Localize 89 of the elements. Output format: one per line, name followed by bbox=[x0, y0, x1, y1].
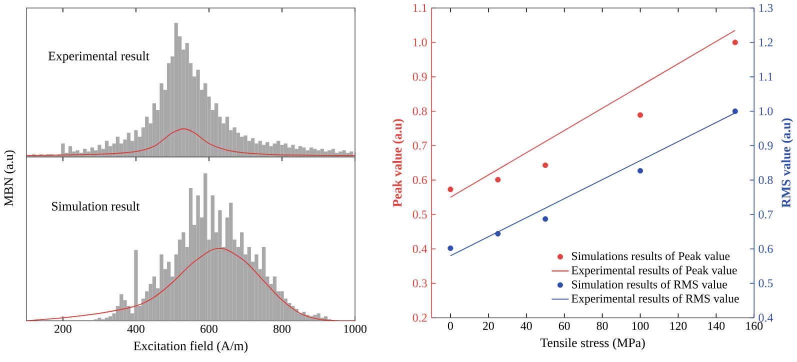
bar bbox=[98, 144, 102, 157]
bar bbox=[188, 188, 193, 321]
x-tick-label: 1000 bbox=[344, 324, 366, 333]
bar bbox=[272, 276, 277, 321]
x-tick-label: 600 bbox=[200, 324, 218, 333]
bar bbox=[76, 150, 80, 157]
legend-label: Simulation results of RMS value bbox=[572, 280, 727, 288]
bar bbox=[280, 291, 284, 321]
y-axis-title: MBN (a.u) bbox=[4, 150, 16, 206]
bar bbox=[160, 82, 164, 157]
x-tick-label: 0 bbox=[448, 322, 453, 330]
bar bbox=[240, 232, 244, 321]
y-tick-label: 0.9 bbox=[412, 72, 427, 81]
bar bbox=[166, 262, 171, 321]
y2-axis-title: RMS value (a.u) bbox=[781, 118, 794, 208]
y-tick-label: 1.1 bbox=[413, 4, 427, 12]
point bbox=[495, 230, 501, 236]
x-axis-title: Tensile stress (MPa) bbox=[540, 338, 645, 350]
bar bbox=[218, 210, 222, 321]
bar bbox=[262, 246, 266, 321]
y2-tick-label: 1.0 bbox=[759, 106, 773, 116]
x-tick-label: 40 bbox=[520, 322, 532, 330]
y-tick-label: 0.7 bbox=[412, 141, 427, 150]
x-axis-title: Excitation field (A/m) bbox=[134, 340, 248, 353]
bar bbox=[174, 22, 178, 157]
bar bbox=[61, 143, 65, 157]
y2-tick-label: 0.6 bbox=[758, 244, 773, 253]
bar bbox=[204, 82, 208, 157]
bar bbox=[152, 103, 156, 157]
legend-label: Experimental results of Peak value bbox=[572, 266, 737, 277]
bar bbox=[120, 294, 124, 321]
bar bbox=[210, 195, 214, 321]
bar bbox=[229, 202, 233, 321]
x-tick-label: 140 bbox=[708, 322, 725, 330]
y-tick-label: 0.3 bbox=[412, 279, 427, 288]
point bbox=[732, 108, 738, 114]
bar bbox=[291, 306, 295, 321]
bar bbox=[254, 254, 258, 321]
bar bbox=[214, 103, 218, 157]
y-tick-label: 0.8 bbox=[412, 106, 427, 116]
x-tick-label: 60 bbox=[558, 322, 570, 330]
point bbox=[542, 216, 548, 222]
y2-tick-label: 0.7 bbox=[758, 210, 773, 218]
bar bbox=[126, 132, 130, 157]
y2-tick-label: 0.4 bbox=[758, 313, 774, 322]
point bbox=[448, 186, 454, 192]
y-tick-label: 0.6 bbox=[412, 176, 427, 184]
legend-label: Simulations results of Peak value bbox=[572, 251, 730, 260]
x-tick-label: 120 bbox=[670, 322, 687, 330]
bar bbox=[160, 254, 164, 321]
bar bbox=[134, 130, 138, 157]
x-tick-label: 20 bbox=[482, 322, 494, 330]
point bbox=[732, 39, 738, 45]
y2-tick-label: 1.1 bbox=[759, 72, 772, 81]
x-tick-label: 200 bbox=[54, 324, 72, 333]
x-tick-label: 80 bbox=[596, 322, 608, 330]
y-tick-label: 0.4 bbox=[412, 244, 428, 253]
bar bbox=[225, 116, 230, 157]
point bbox=[448, 245, 454, 251]
point bbox=[637, 168, 644, 174]
bar bbox=[134, 250, 138, 321]
point bbox=[495, 176, 501, 182]
x-tick-label: 800 bbox=[274, 324, 290, 333]
legend-label: Experimental results of RMS value bbox=[572, 294, 739, 305]
x-tick-label: 400 bbox=[127, 324, 144, 333]
bar bbox=[244, 135, 248, 157]
y-tick-label: 1.0 bbox=[413, 38, 427, 46]
y2-tick-label: 0.5 bbox=[758, 279, 773, 288]
bar bbox=[196, 70, 200, 157]
bar bbox=[204, 173, 208, 321]
y-tick-label: 0.5 bbox=[412, 210, 427, 218]
x-tick-label: 100 bbox=[632, 322, 649, 330]
bar bbox=[152, 276, 156, 321]
point bbox=[637, 112, 644, 118]
bar bbox=[196, 195, 200, 321]
y-tick-label: 0.2 bbox=[412, 313, 427, 322]
point bbox=[542, 162, 548, 168]
bar bbox=[145, 116, 149, 157]
bar bbox=[98, 318, 102, 321]
bar bbox=[182, 232, 186, 321]
annotation: Simulation result bbox=[52, 201, 140, 210]
y2-tick-label: 1.2 bbox=[759, 38, 773, 46]
y2-tick-label: 1.3 bbox=[759, 4, 773, 12]
x-tick-label: 160 bbox=[746, 322, 763, 330]
y2-tick-label: 0.9 bbox=[758, 141, 773, 150]
y2-tick-label: 0.8 bbox=[758, 176, 773, 184]
bar bbox=[247, 246, 251, 321]
y-axis-title: Peak value (a.u) bbox=[392, 118, 404, 207]
annotation: Experimental result bbox=[48, 51, 150, 63]
